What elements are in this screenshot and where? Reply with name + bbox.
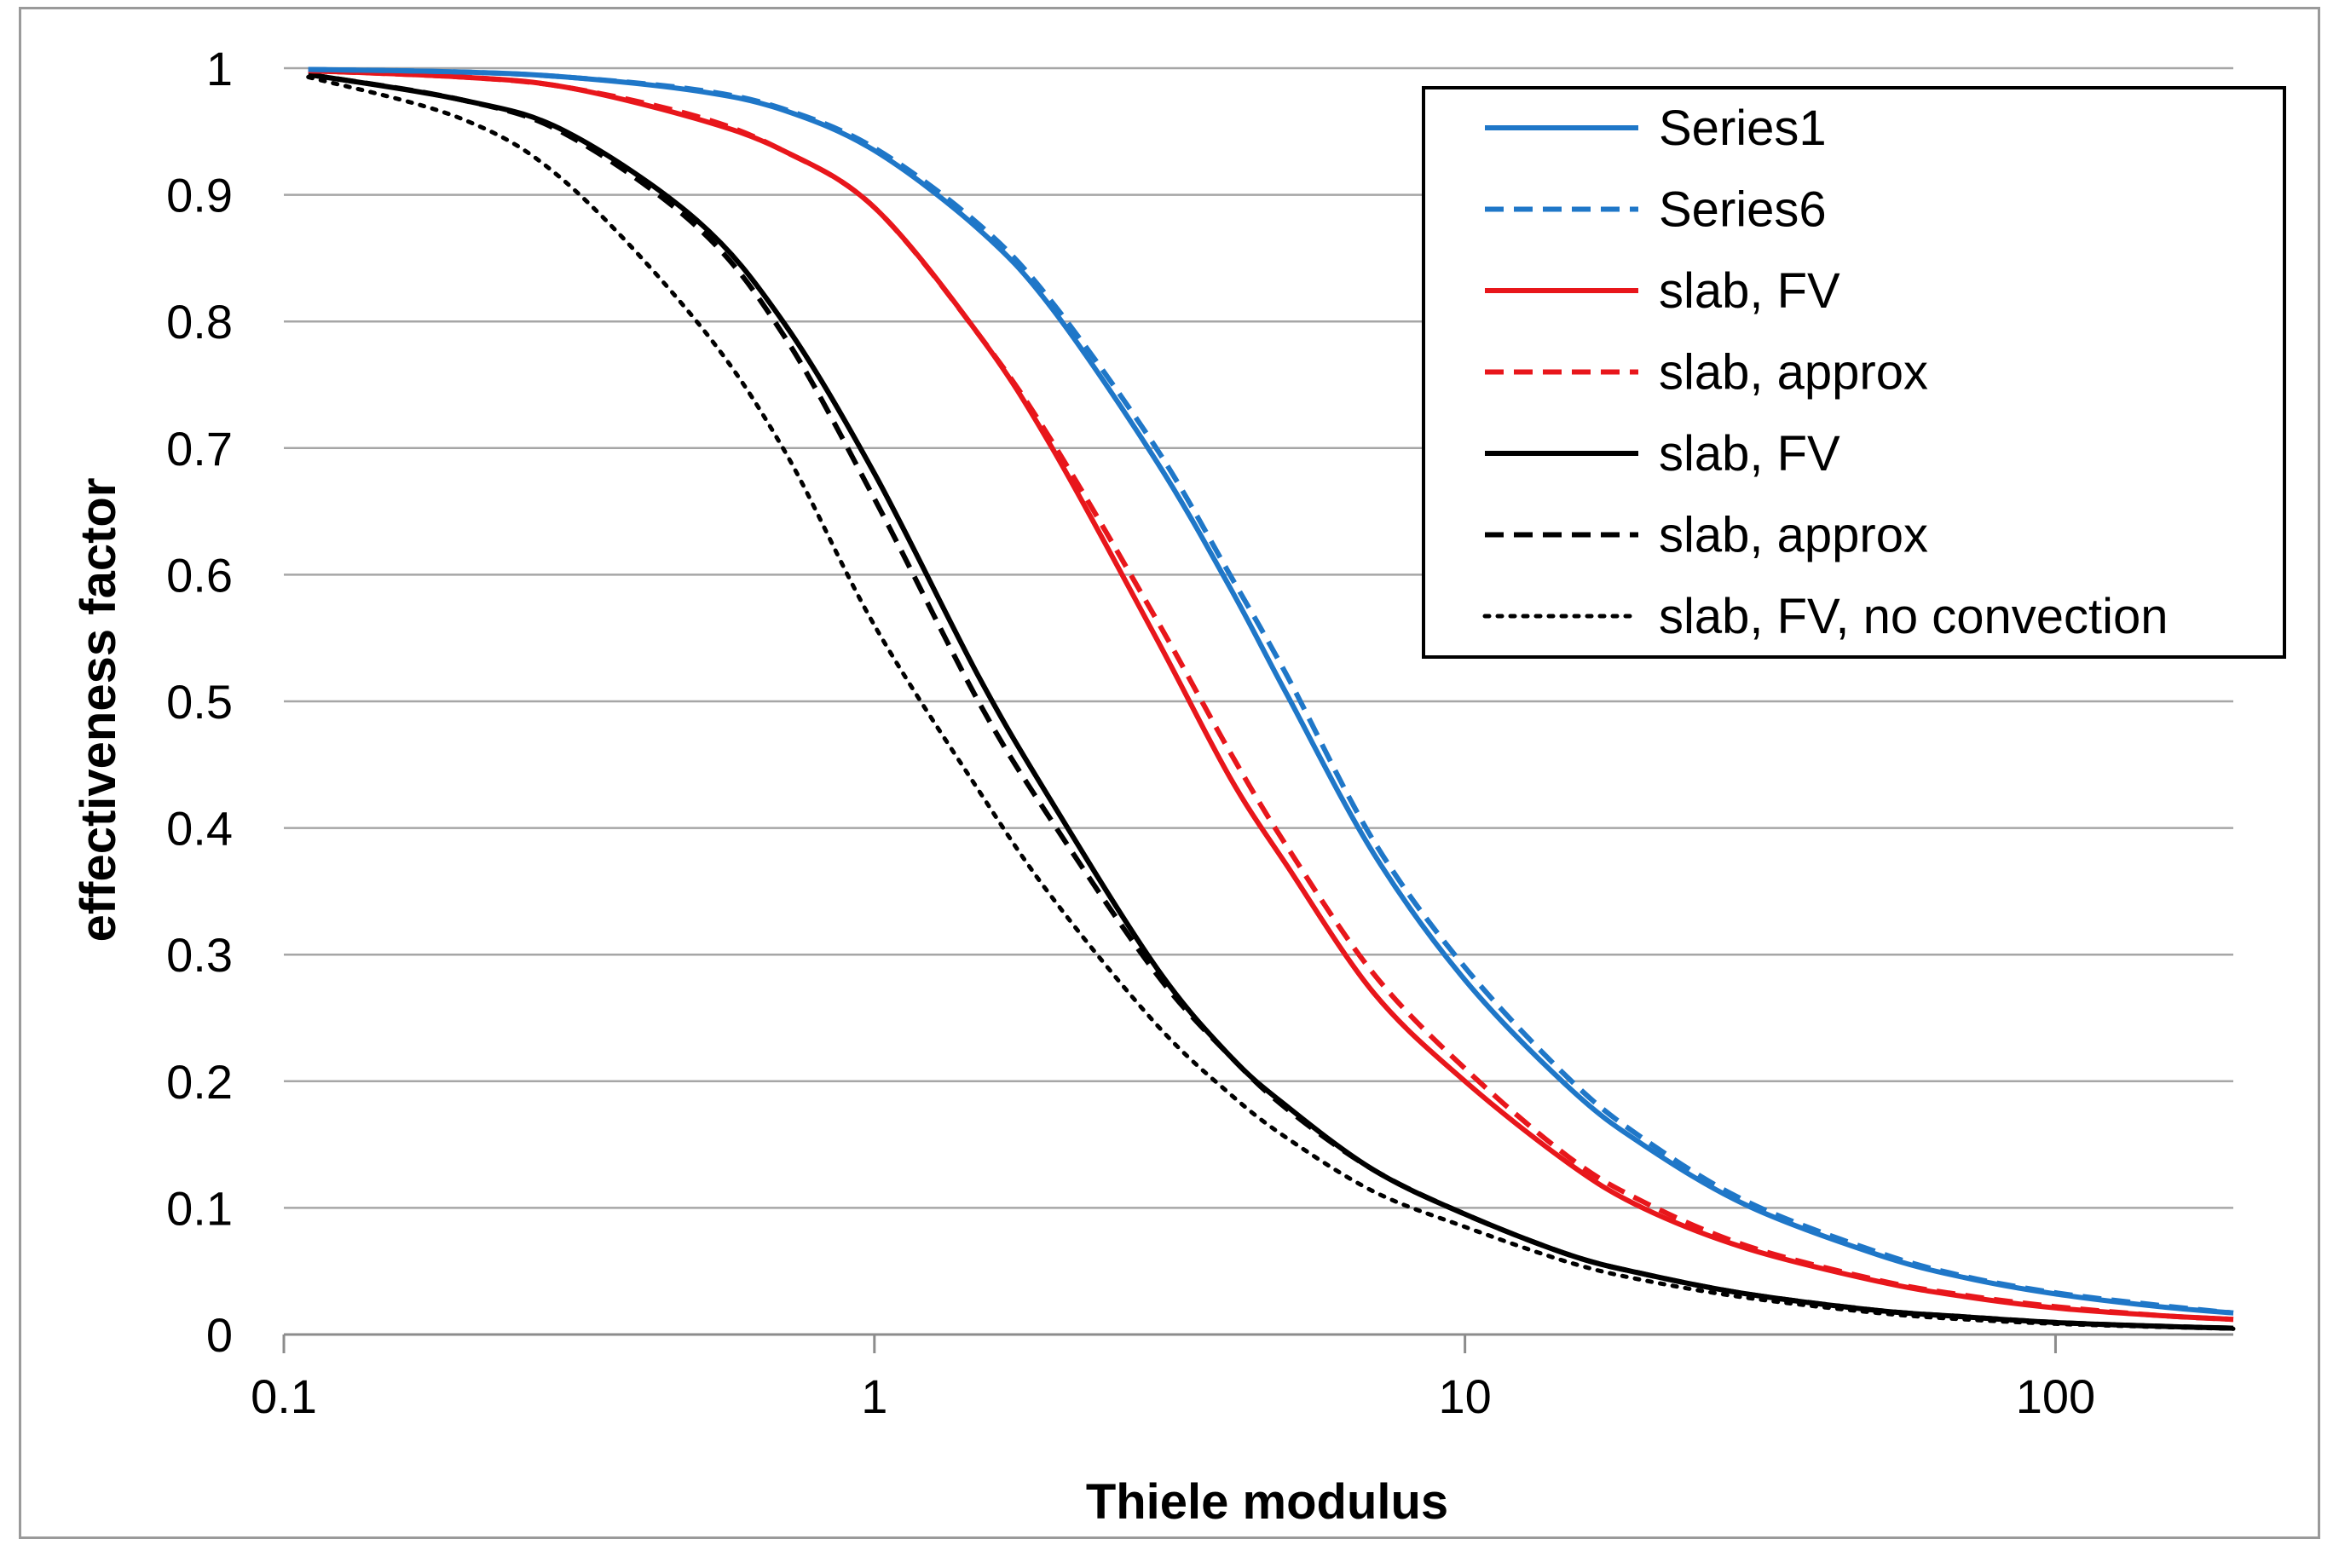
legend-label: Series1 <box>1659 101 1827 156</box>
legend-label: slab, FV <box>1659 263 1840 319</box>
y-tick-label: 0.6 <box>166 548 233 602</box>
y-axis-title: effectiveness factor <box>71 478 126 943</box>
x-axis-title: Thiele modulus <box>1086 1474 1448 1530</box>
x-axis: 0.1 1 10 100 <box>251 1335 2095 1423</box>
y-tick-label: 0.4 <box>166 802 233 856</box>
series-line-3 <box>308 68 2234 1323</box>
legend-box <box>1422 86 2286 659</box>
y-tick-label: 0 <box>206 1308 233 1362</box>
legend-label: slab, FV <box>1659 426 1840 481</box>
y-tick-label: 0.9 <box>166 169 233 222</box>
y-tick-label: 1 <box>206 42 233 95</box>
y-tick-label: 0.8 <box>166 295 233 349</box>
y-tick-labels: 0 0.1 0.2 0.3 0.4 0.5 0.6 0.7 0.8 0.9 1 <box>166 42 233 1362</box>
x-tick-label: 1 <box>861 1369 887 1423</box>
legend-label: Series6 <box>1659 182 1827 238</box>
y-tick-label: 0.1 <box>166 1181 233 1235</box>
y-tick-label: 0.7 <box>166 422 233 476</box>
series-lines <box>306 66 2236 1331</box>
series-line-5 <box>308 72 2234 1331</box>
x-tick-label: 0.1 <box>251 1369 317 1423</box>
series-line-1 <box>308 66 2234 1316</box>
legend-label: slab, approx <box>1659 345 1928 401</box>
y-tick-label: 0.5 <box>166 675 233 729</box>
y-tick-label: 0.3 <box>166 928 233 982</box>
x-tick-label: 10 <box>1438 1369 1491 1423</box>
y-tick-label: 0.2 <box>166 1055 233 1109</box>
legend: Series1 Series6 slab, FV slab, approx slab, … <box>1422 86 2286 659</box>
legend-label: slab, FV, no convection <box>1659 589 2169 644</box>
x-tick-label: 100 <box>2016 1369 2095 1423</box>
legend-label: slab, approx <box>1659 508 1928 563</box>
